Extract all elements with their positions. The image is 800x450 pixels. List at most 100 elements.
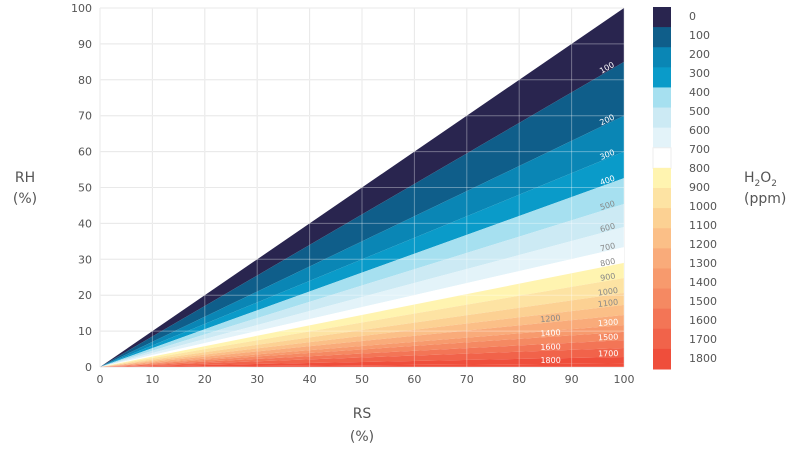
colorbar-unit: (ppm) — [744, 191, 786, 207]
x-tick-label: 30 — [250, 373, 264, 386]
colorbar-label: 1000 — [689, 200, 717, 213]
colorbar-label: 1800 — [689, 352, 717, 365]
colorbar-swatch — [653, 167, 671, 189]
contour-band — [100, 363, 624, 367]
x-tick-label: 100 — [614, 373, 635, 386]
colorbar-swatch — [653, 7, 671, 28]
x-tick-label: 10 — [145, 373, 159, 386]
y-tick-labels: 0 10 20 30 40 50 60 70 80 90 100 — [71, 2, 92, 374]
contour-band — [100, 347, 624, 367]
colorbar-swatch — [653, 308, 671, 330]
contour-label: 1500 — [598, 332, 619, 342]
contour-label: 600 — [599, 221, 616, 234]
y-tick-label: 10 — [78, 325, 92, 338]
x-axis-unit: (%) — [350, 429, 374, 445]
contour-band — [100, 8, 624, 367]
colorbar-label: 500 — [689, 105, 710, 118]
colorbar-label: 900 — [689, 181, 710, 194]
contour-label: 1100 — [597, 298, 618, 309]
contour-label: 1400 — [540, 328, 561, 338]
contour-label: 1000 — [597, 286, 618, 298]
colorbar-swatch — [653, 328, 671, 350]
colorbar-label: 600 — [689, 124, 710, 137]
colorbar-label: 1400 — [689, 276, 717, 289]
contour-label: 1800 — [540, 356, 560, 365]
colorbar-label: 700 — [689, 143, 710, 156]
colorbar-swatch — [653, 188, 671, 209]
x-tick-label: 90 — [565, 373, 579, 386]
colorbar-title: H2O2 — [744, 170, 777, 189]
contour-label: 1200 — [540, 313, 561, 324]
y-axis-label: RH — [15, 170, 35, 186]
contour-band — [100, 262, 624, 367]
colorbar-swatch — [653, 228, 671, 249]
y-tick-label: 70 — [78, 110, 92, 123]
x-tick-label: 20 — [198, 373, 212, 386]
y-tick-label: 0 — [85, 361, 92, 374]
contour-band — [100, 304, 624, 367]
contour-band — [100, 247, 624, 367]
colorbar — [652, 7, 672, 370]
y-tick-label: 90 — [78, 38, 92, 51]
x-tick-label: 80 — [512, 373, 526, 386]
y-tick-label: 80 — [78, 74, 92, 87]
colorbar-label: 800 — [689, 162, 710, 175]
x-tick-label: 70 — [460, 373, 474, 386]
contour-bands — [100, 8, 624, 367]
x-tick-label: 40 — [303, 373, 317, 386]
contour-label: 1600 — [540, 342, 561, 352]
colorbar-swatch — [653, 67, 671, 88]
x-tick-label: 60 — [407, 373, 421, 386]
colorbar-label: 1500 — [689, 295, 717, 308]
x-tick-labels: 0 10 20 30 40 50 60 70 80 90 100 — [97, 373, 635, 386]
colorbar-swatch — [653, 268, 671, 290]
colorbar-swatch — [653, 27, 671, 48]
grid-overlay — [99, 7, 625, 368]
colorbar-labels: 0 100 200 300 400 500 600 700 800 900 1000 1100 1200… — [689, 10, 717, 365]
colorbar-swatch — [653, 208, 671, 229]
contour-band — [100, 151, 624, 367]
y-tick-label: 60 — [78, 146, 92, 159]
contour-label: 1700 — [598, 349, 619, 358]
colorbar-swatch — [653, 127, 671, 149]
colorbar-swatch — [653, 288, 671, 310]
colorbar-label: 200 — [689, 48, 710, 61]
contour-label: 900 — [600, 271, 617, 282]
contour-band — [100, 178, 624, 367]
x-tick-label: 50 — [355, 373, 369, 386]
contour-band — [100, 314, 624, 367]
colorbar-label: 0 — [689, 10, 696, 23]
contour-band — [100, 356, 624, 367]
contour-label: 500 — [599, 199, 616, 212]
contour-band — [100, 293, 624, 367]
y-tick-label: 30 — [78, 253, 92, 266]
colorbar-swatch — [653, 248, 671, 269]
colorbar-swatch — [652, 147, 672, 169]
contour-band — [100, 277, 624, 367]
colorbar-label: 1700 — [689, 333, 717, 346]
colorbar-swatch — [653, 47, 671, 68]
colorbar-swatch — [653, 348, 671, 370]
y-tick-label: 100 — [71, 2, 92, 15]
x-tick-label: 0 — [97, 373, 104, 386]
contour-band — [100, 204, 624, 367]
y-tick-label: 40 — [78, 217, 92, 230]
contour-band — [100, 340, 624, 367]
colorbar-label: 1200 — [689, 238, 717, 251]
colorbar-label: 1300 — [689, 257, 717, 270]
contour-label: 700 — [599, 241, 616, 253]
colorbar-label: 1600 — [689, 314, 717, 327]
y-axis-unit: (%) — [13, 191, 37, 207]
x-axis-label: RS — [353, 406, 372, 422]
y-tick-label: 50 — [78, 182, 92, 195]
colorbar-swatch — [653, 107, 671, 129]
contour-label: 1300 — [598, 317, 619, 328]
y-tick-label: 20 — [78, 289, 92, 302]
contour-band — [100, 324, 624, 367]
contour-band — [100, 331, 624, 367]
contour-label: 800 — [599, 257, 616, 269]
colorbar-label: 300 — [689, 67, 710, 80]
colorbar-swatch — [653, 87, 671, 109]
colorbar-label: 1100 — [689, 219, 717, 232]
